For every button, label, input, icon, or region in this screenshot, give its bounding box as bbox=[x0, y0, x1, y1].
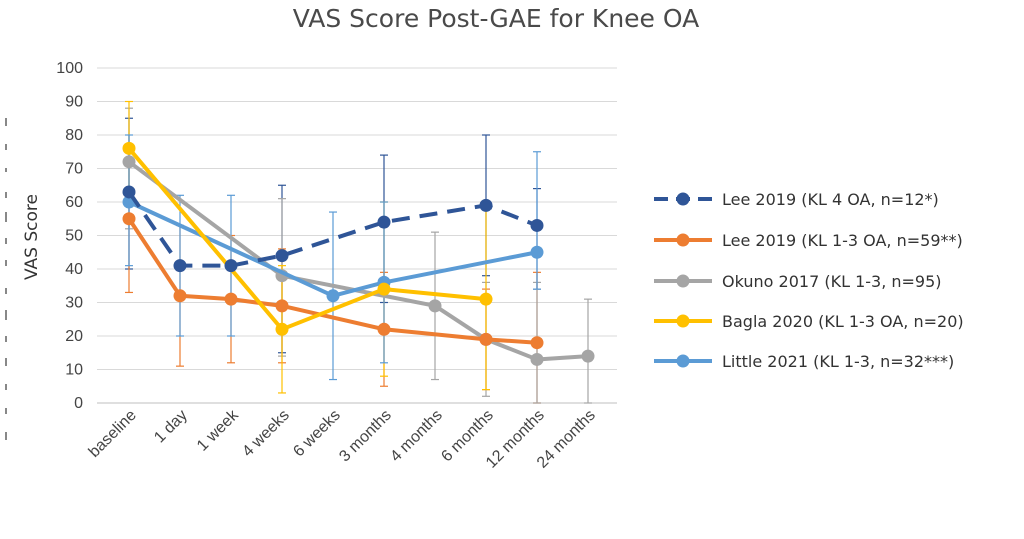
data-point bbox=[428, 299, 442, 313]
series-line bbox=[127, 200, 539, 298]
data-point bbox=[122, 212, 136, 226]
data-point bbox=[377, 322, 391, 336]
legend-marker bbox=[676, 233, 690, 247]
x-tick-label: 6 weeks bbox=[290, 407, 344, 461]
x-tick-label: 1 day bbox=[151, 407, 191, 447]
x-tick-label: 3 months bbox=[336, 407, 395, 466]
y-axis-ticks: 0 10 20 30 40 50 60 70 80 90 100 bbox=[56, 60, 83, 412]
legend-label: Lee 2019 (KL 1-3 OA, n=59**) bbox=[722, 231, 963, 250]
x-tick-label: 4 weeks bbox=[239, 407, 293, 461]
data-point bbox=[479, 198, 493, 212]
legend-label: Bagla 2020 (KL 1-3 OA, n=20) bbox=[722, 312, 964, 331]
data-point bbox=[275, 249, 289, 263]
data-point bbox=[224, 292, 238, 306]
y-tick-label: 90 bbox=[65, 94, 83, 111]
data-point bbox=[173, 259, 187, 273]
legend-item: Lee 2019 (KL 4 OA, n=12*) bbox=[654, 190, 939, 209]
y-tick-label: 100 bbox=[56, 60, 83, 77]
legend-item: Little 2021 (KL 1-3, n=32***) bbox=[654, 352, 954, 371]
x-tick-label: 4 months bbox=[387, 407, 446, 466]
y-tick-label: 60 bbox=[65, 194, 83, 211]
legend: Lee 2019 (KL 4 OA, n=12*) Lee 2019 (KL 1-… bbox=[654, 190, 964, 371]
y-tick-label: 30 bbox=[65, 295, 83, 312]
y-tick-label: 50 bbox=[65, 228, 83, 245]
series-line bbox=[127, 159, 590, 362]
y-tick-label: 80 bbox=[65, 127, 83, 144]
series-2 bbox=[122, 155, 595, 366]
y-tick-label: 10 bbox=[65, 362, 83, 379]
data-point bbox=[122, 155, 136, 169]
series-lines bbox=[122, 141, 595, 366]
y-tick-label: 0 bbox=[74, 395, 83, 412]
data-point bbox=[530, 218, 544, 232]
legend-marker bbox=[676, 192, 690, 206]
data-point bbox=[275, 299, 289, 313]
data-point bbox=[530, 352, 544, 366]
grid-lines bbox=[97, 67, 617, 404]
y-tick-label: 40 bbox=[65, 261, 83, 278]
data-point bbox=[377, 215, 391, 229]
data-point bbox=[275, 322, 289, 336]
data-point bbox=[122, 141, 136, 155]
series-line bbox=[127, 146, 488, 332]
legend-item: Lee 2019 (KL 1-3 OA, n=59**) bbox=[654, 231, 963, 250]
data-point bbox=[377, 282, 391, 296]
data-point bbox=[479, 332, 493, 346]
legend-marker bbox=[676, 314, 690, 328]
data-point bbox=[530, 336, 544, 350]
data-point bbox=[122, 185, 136, 199]
legend-label: Little 2021 (KL 1-3, n=32***) bbox=[722, 352, 954, 371]
x-tick-label: baseline bbox=[86, 407, 140, 461]
series-1 bbox=[122, 212, 544, 350]
legend-marker bbox=[676, 354, 690, 368]
legend-label: Okuno 2017 (KL 1-3, n=95) bbox=[722, 272, 942, 291]
x-tick-label: 1 week bbox=[194, 406, 243, 455]
data-point bbox=[479, 292, 493, 306]
series-4 bbox=[122, 195, 544, 303]
y-tick-label: 20 bbox=[65, 328, 83, 345]
data-point bbox=[224, 259, 238, 273]
error-bars bbox=[125, 100, 592, 404]
legend-label: Lee 2019 (KL 4 OA, n=12*) bbox=[722, 190, 939, 209]
legend-item: Bagla 2020 (KL 1-3 OA, n=20) bbox=[654, 312, 964, 331]
data-point bbox=[173, 289, 187, 303]
series-0 bbox=[122, 185, 544, 273]
data-point bbox=[530, 245, 544, 259]
chart-title: VAS Score Post-GAE for Knee OA bbox=[293, 4, 699, 33]
series-3 bbox=[122, 141, 493, 336]
legend-marker bbox=[676, 274, 690, 288]
data-point bbox=[581, 349, 595, 363]
data-point bbox=[326, 289, 340, 303]
y-tick-label: 70 bbox=[65, 161, 83, 178]
y-axis-label: VAS Score bbox=[22, 194, 42, 280]
legend-item: Okuno 2017 (KL 1-3, n=95) bbox=[654, 272, 942, 291]
